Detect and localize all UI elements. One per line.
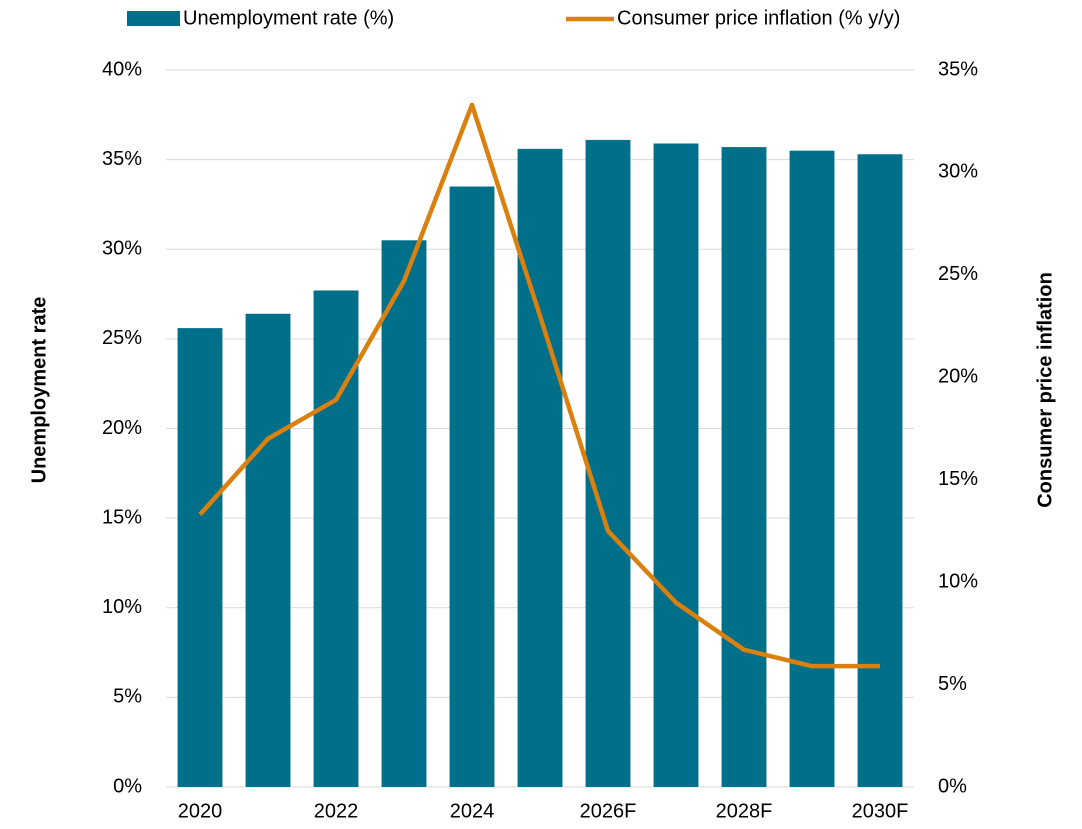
- y-tick-label: 5%: [113, 686, 142, 708]
- bar: [177, 328, 223, 787]
- y2-tick-label: 20%: [938, 366, 978, 388]
- y-tick-label: 30%: [102, 238, 142, 260]
- legend-swatch: [127, 11, 180, 26]
- line: [198, 102, 880, 669]
- bar: [517, 148, 563, 787]
- x-tick-label: 2026F: [580, 800, 637, 822]
- y2-tick-label: 5%: [938, 673, 967, 695]
- x-tick-label: 2022: [314, 800, 359, 822]
- y2-tick-label: 35%: [938, 58, 978, 80]
- bar: [585, 139, 631, 788]
- y-tick-label: 40%: [102, 58, 142, 80]
- y-tick-label: 20%: [102, 417, 142, 439]
- x-tick-label: 2028F: [716, 800, 773, 822]
- y2-tick-label: 30%: [938, 161, 978, 183]
- legend-label: Unemployment rate (%): [183, 7, 394, 29]
- x-tick-label: 2024: [450, 800, 495, 822]
- y2-axis-title: Consumer price inflation: [1034, 272, 1056, 508]
- y-tick-label: 10%: [102, 596, 142, 618]
- x-tick-label: 2020: [178, 800, 223, 822]
- y-tick-label: 35%: [102, 148, 142, 170]
- bar: [381, 240, 427, 788]
- bar: [449, 186, 495, 787]
- bar: [789, 150, 835, 788]
- bar: [313, 290, 359, 787]
- y-axis-title: Unemployment rate: [28, 297, 50, 484]
- y2-tick-label: 25%: [938, 263, 978, 285]
- x-tick-label: 2030F: [852, 800, 909, 822]
- bar: [245, 313, 291, 787]
- y-tick-label: 0%: [113, 775, 142, 797]
- y-tick-label: 15%: [102, 506, 142, 528]
- y-tick-label: 25%: [102, 327, 142, 349]
- bar: [653, 143, 699, 787]
- y2-tick-label: 15%: [938, 468, 978, 490]
- bar: [721, 147, 767, 787]
- y2-tick-label: 0%: [938, 775, 967, 797]
- legend-label: Consumer price inflation (% y/y): [617, 7, 900, 29]
- y2-tick-label: 10%: [938, 570, 978, 592]
- bar: [857, 154, 903, 787]
